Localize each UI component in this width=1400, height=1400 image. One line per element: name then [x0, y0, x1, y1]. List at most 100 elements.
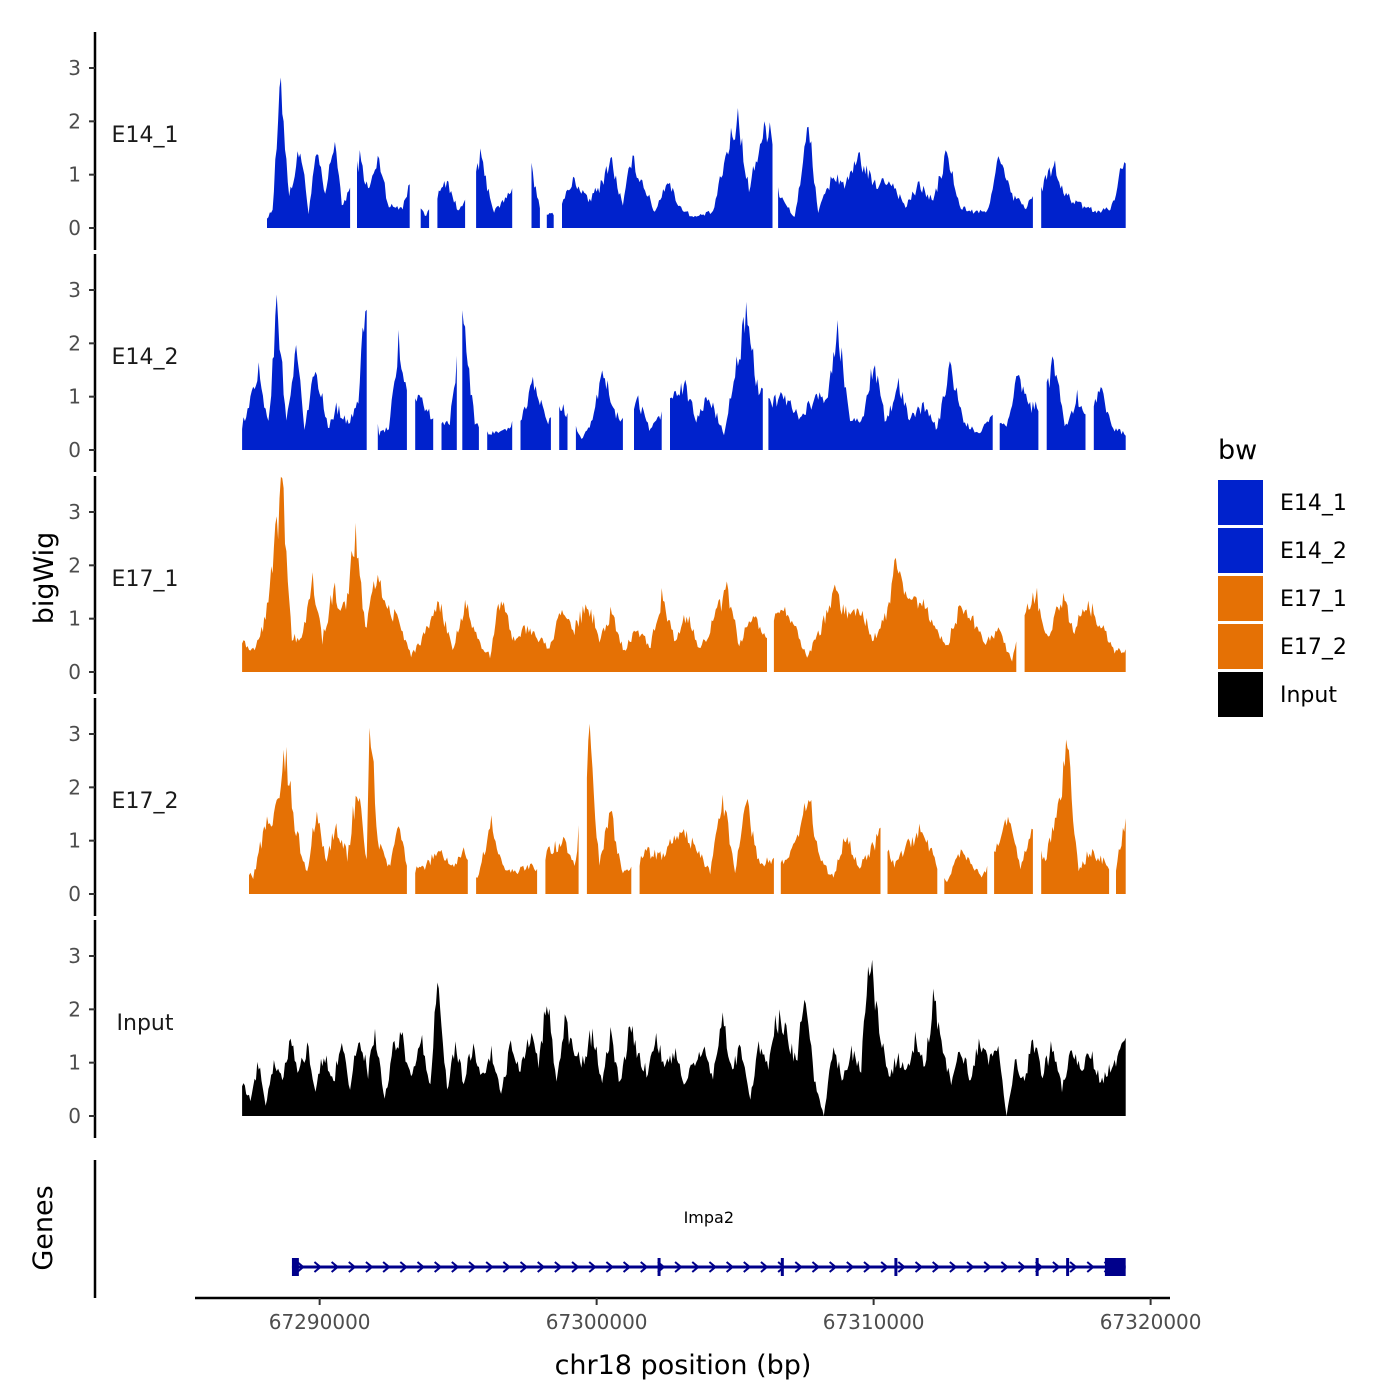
- legend-swatch-Input: [1218, 672, 1263, 717]
- strand-arrow: [725, 1261, 735, 1273]
- track-E14_2: 0 1 2 3 E14_2: [68, 254, 1126, 472]
- strand-arrow: [313, 1261, 322, 1273]
- strand-arrow: [914, 1261, 924, 1273]
- track-label-Input: Input: [117, 1011, 174, 1036]
- coverage-area-E14_2: [242, 294, 1126, 450]
- gene-exon: [780, 1258, 784, 1276]
- y-tick-label: 3: [68, 56, 81, 80]
- legend-swatch-E14_2: [1218, 528, 1263, 573]
- strand-arrow: [622, 1261, 632, 1273]
- y-tick-label: 2: [68, 109, 81, 133]
- track-E14_1: 0 1 2 3 E14_1: [68, 32, 1126, 250]
- strand-arrow: [502, 1261, 511, 1273]
- y-tick-label: 1: [68, 607, 81, 631]
- y-tick-label: 2: [68, 553, 81, 577]
- gene-exon: [657, 1258, 661, 1276]
- gene-exon: [894, 1258, 898, 1276]
- strand-arrow: [416, 1261, 426, 1273]
- y-axis-title: bigWig: [29, 532, 60, 625]
- strand-arrow: [983, 1261, 992, 1273]
- genes-track-title: Genes: [28, 1185, 59, 1270]
- track-E17_2: 0 1 2 3 E17_2: [68, 698, 1126, 916]
- y-tick-label: 1: [68, 1051, 81, 1075]
- legend-label-Input: Input: [1280, 683, 1337, 708]
- genes-track: Genes Impa2: [28, 1160, 1126, 1298]
- strand-arrow: [932, 1261, 941, 1273]
- y-tick-label: 2: [68, 775, 81, 799]
- strand-arrow: [846, 1261, 855, 1273]
- gene-exon: [1035, 1258, 1039, 1276]
- strand-arrow: [468, 1261, 477, 1273]
- strand-arrow: [760, 1261, 769, 1273]
- strand-arrow: [828, 1261, 838, 1273]
- track-label-E14_2: E14_2: [112, 345, 179, 370]
- x-tick-label: 67320000: [1100, 1310, 1202, 1334]
- strand-arrow: [451, 1261, 460, 1273]
- gene-exon: [1066, 1258, 1070, 1276]
- gene-exon: [1104, 1258, 1126, 1276]
- strand-arrow: [743, 1261, 752, 1273]
- gene-exon: [291, 1258, 299, 1276]
- y-tick-label: 1: [68, 385, 81, 409]
- legend-swatch-E17_2: [1218, 624, 1263, 669]
- y-tick-label: 1: [68, 829, 81, 853]
- y-tick-label: 3: [68, 500, 81, 524]
- coverage-tracks: 0 1 2 3 E14_1 0 1 2 3 E14_2 0 1 2 3 E17_1 0 1 2 3 E17_2 0 1 2 3…: [68, 32, 1126, 1138]
- legend-label-E17_2: E17_2: [1280, 635, 1347, 660]
- strand-arrow: [897, 1261, 906, 1273]
- legend-swatch-E17_1: [1218, 576, 1263, 621]
- x-tick-label: 67300000: [546, 1310, 648, 1334]
- strand-arrow: [434, 1261, 443, 1273]
- strand-arrow: [1052, 1261, 1061, 1273]
- strand-arrow: [348, 1261, 357, 1273]
- strand-arrow: [605, 1261, 614, 1273]
- strand-arrow: [296, 1261, 305, 1273]
- x-tick-label: 67290000: [269, 1310, 371, 1334]
- track-label-E14_1: E14_1: [112, 123, 179, 148]
- x-tick-label: 67310000: [823, 1310, 925, 1334]
- strand-arrow: [1000, 1261, 1009, 1273]
- strand-arrow: [399, 1261, 408, 1273]
- strand-arrow: [674, 1261, 683, 1273]
- strand-arrow: [794, 1261, 803, 1273]
- track-Input: 0 1 2 3 Input: [68, 920, 1126, 1138]
- strand-arrow: [571, 1261, 580, 1273]
- track-label-E17_1: E17_1: [112, 567, 179, 592]
- y-tick-label: 0: [68, 882, 81, 906]
- y-tick-label: 2: [68, 331, 81, 355]
- legend-label-E14_2: E14_2: [1280, 539, 1347, 564]
- legend-swatch-E14_1: [1218, 480, 1263, 525]
- strand-arrow: [1069, 1261, 1078, 1273]
- strand-arrow: [519, 1261, 529, 1273]
- legend: bw E14_1 E14_2 E17_1 E17_2 Input: [1218, 435, 1347, 717]
- strand-arrow: [554, 1261, 563, 1273]
- strand-arrow: [640, 1261, 649, 1273]
- strand-arrow: [863, 1261, 872, 1273]
- coverage-area-Input: [242, 959, 1126, 1116]
- y-tick-label: 3: [68, 944, 81, 968]
- coverage-area-E17_1: [242, 476, 1126, 672]
- y-tick-label: 0: [68, 1104, 81, 1128]
- x-axis: 67290000 67300000 67310000 67320000: [195, 1296, 1202, 1334]
- y-tick-label: 3: [68, 278, 81, 302]
- strand-arrow: [1086, 1261, 1095, 1273]
- coverage-area-E14_1: [267, 77, 1126, 228]
- legend-label-E17_1: E17_1: [1280, 587, 1347, 612]
- y-tick-label: 2: [68, 997, 81, 1021]
- gene-name-label: Impa2: [684, 1208, 734, 1227]
- y-tick-label: 0: [68, 216, 81, 240]
- y-tick-label: 0: [68, 438, 81, 462]
- legend-title: bw: [1218, 435, 1257, 466]
- coverage-area-E17_2: [242, 723, 1126, 894]
- strand-arrow: [485, 1261, 494, 1273]
- strand-arrow: [330, 1261, 340, 1273]
- y-tick-label: 3: [68, 722, 81, 746]
- strand-arrow: [365, 1261, 374, 1273]
- strand-arrow: [1017, 1261, 1027, 1273]
- strand-arrow: [537, 1261, 546, 1273]
- strand-arrow: [588, 1261, 597, 1273]
- x-axis-title: chr18 position (bp): [555, 1350, 812, 1381]
- strand-arrow: [966, 1261, 975, 1273]
- track-E17_1: 0 1 2 3 E17_1: [68, 476, 1126, 694]
